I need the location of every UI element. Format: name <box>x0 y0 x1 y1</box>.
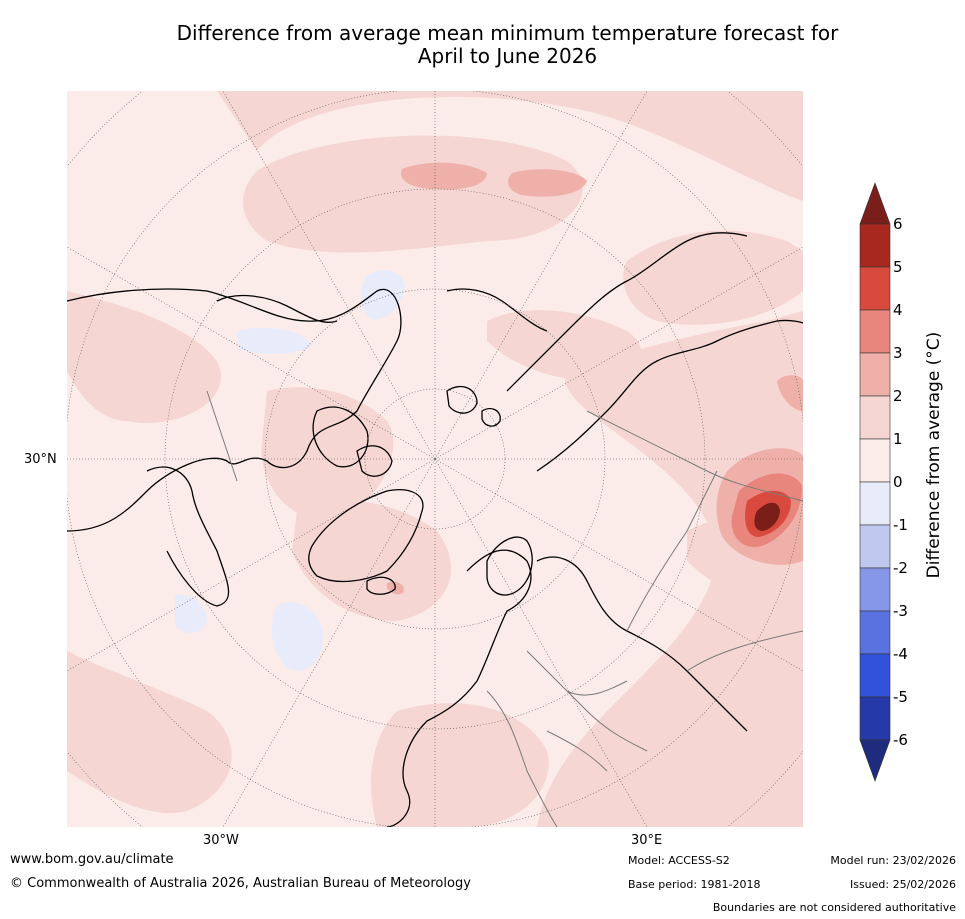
colorbar-bin-m5-m4 <box>859 653 891 698</box>
colorbar-bin-m6-m5 <box>859 696 891 741</box>
country-borders <box>206 390 803 827</box>
colorbar-bin-m2-m1 <box>859 524 891 569</box>
model-text: Model: ACCESS-S2 <box>628 854 730 867</box>
colorbar-tick: -1 <box>893 516 908 534</box>
issued-text: Issued: 25/02/2026 <box>849 878 956 891</box>
chart-title: Difference from average mean minimum tem… <box>60 22 955 68</box>
colorbar-bin-m1-0 <box>859 481 891 526</box>
colorbar-bin-m3-m2 <box>859 567 891 612</box>
colorbar-tick: 2 <box>893 387 903 405</box>
colorbar-tick: 1 <box>893 430 903 448</box>
base-period-text: Base period: 1981-2018 <box>628 878 761 891</box>
colorbar-bin-5-6 <box>859 223 891 268</box>
forecast-map <box>67 91 803 827</box>
colorbar-tick: -2 <box>893 559 908 577</box>
lon-label-30w: 30°W <box>203 833 239 848</box>
title-line-2: April to June 2026 <box>417 44 598 68</box>
graticule <box>67 91 803 827</box>
coastlines <box>67 232 803 827</box>
lat-label-30n: 30°N <box>24 452 57 467</box>
colorbar-bin-3-4 <box>859 309 891 354</box>
colorbar-label: Difference from average (°C) <box>924 332 944 579</box>
colorbar-bin-4-5 <box>859 266 891 311</box>
model-run-text: Model run: 23/02/2026 <box>830 854 956 867</box>
anomaly-5-6-region <box>754 502 780 531</box>
website-link[interactable]: www.bom.gov.au/climate <box>10 852 174 867</box>
colorbar-tick: -3 <box>893 602 908 620</box>
colorbar-bin-m4-m3 <box>859 610 891 655</box>
colorbar-bin-0-1 <box>859 438 891 483</box>
colorbar-tick: 4 <box>893 301 903 319</box>
colorbar-bin-1-2 <box>859 395 891 440</box>
lon-label-30e: 30°E <box>631 833 663 848</box>
colorbar-tick: -5 <box>893 688 908 706</box>
colorbar-tick: 5 <box>893 258 903 276</box>
colorbar-under-arrow <box>859 739 891 782</box>
anomaly-neg-regions <box>175 270 405 671</box>
colorbar-over-arrow <box>859 182 891 225</box>
colorbar-label-text: Difference from average (°C) <box>924 332 944 579</box>
copyright-text: © Commonwealth of Australia 2026, Austra… <box>10 876 471 891</box>
colorbar-tick: -4 <box>893 645 908 663</box>
colorbar-tick: 0 <box>893 473 903 491</box>
colorbar-bin-2-3 <box>859 352 891 397</box>
title-line-1: Difference from average mean minimum tem… <box>176 21 839 45</box>
colorbar-tick: 6 <box>893 215 903 233</box>
boundaries-disclaimer: Boundaries are not considered authoritat… <box>712 901 956 914</box>
colorbar-tick: -6 <box>893 731 908 749</box>
colorbar: 6 5 4 3 2 1 0 -1 -2 -3 -4 -5 -6 <box>859 182 908 782</box>
colorbar-tick: 3 <box>893 344 903 362</box>
